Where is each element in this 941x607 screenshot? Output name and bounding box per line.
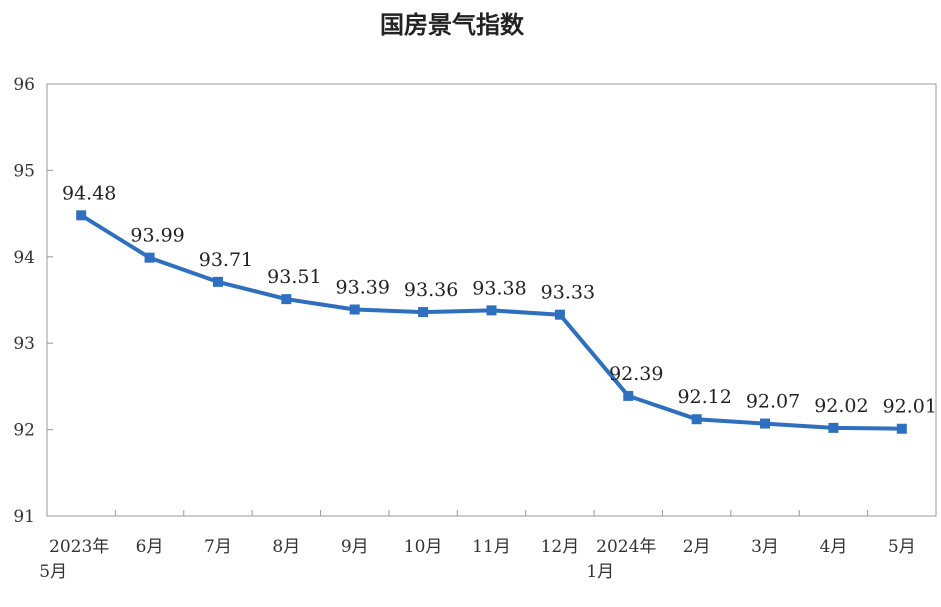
series-markers [76,210,907,434]
y-tick-label: 91 [13,507,35,527]
data-label: 93.36 [404,279,458,301]
data-label: 93.33 [541,282,595,304]
x-tick-label: 4月 [820,537,848,557]
x-tick-label: 11月 [472,537,511,557]
x-tick-label: 10月 [404,537,443,557]
data-point [828,422,839,433]
y-tick-label: 93 [13,334,35,354]
data-label: 92.07 [746,391,800,413]
x-tick-label: 12月 [541,537,580,557]
data-point [896,423,907,434]
data-point [554,309,565,320]
data-point [281,294,292,305]
data-label: 92.39 [609,363,663,385]
data-label: 92.12 [677,386,731,408]
data-point [76,210,87,221]
data-point [349,304,360,315]
plot-frame [46,83,937,517]
data-label: 93.71 [199,249,253,271]
y-tick-label: 94 [13,248,35,268]
y-tick-label: 96 [13,75,35,95]
data-labels: 94.48 93.99 93.71 93.51 93.39 93.36 93.38 93.33… [62,182,937,417]
x-tick-label: 6月 [136,537,164,557]
data-label: 93.51 [267,266,321,288]
data-point [144,252,155,263]
y-tick-label: 92 [13,421,35,441]
x-tick-label: 3月 [751,537,779,557]
x-tick-label: 5月 [888,537,916,557]
data-label: 93.99 [130,225,184,247]
data-point [623,390,634,401]
data-label: 92.02 [814,395,868,417]
x-tick-label: 2月 [683,537,711,557]
x-tick-label: 2023年 5月 [39,537,109,582]
chart-title: 国房景气指数 [380,11,525,39]
data-point [760,418,771,429]
data-point [486,305,497,316]
x-tick-label: 9月 [341,537,369,557]
data-point [418,307,429,318]
x-tick-label: 8月 [272,537,300,557]
x-axis: 2023年 5月 6月 7月 8月 9月 10月 11月 12月 2024年 1月 2月 3月 4月 5月 [39,510,916,582]
data-label: 93.39 [336,277,390,299]
data-point [691,414,702,425]
x-tick-label: 2024年 1月 [586,537,656,582]
data-label: 92.01 [883,396,937,418]
data-label: 94.48 [62,182,116,204]
x-tick-label: 7月 [204,537,232,557]
y-tick-label: 95 [13,161,35,181]
data-point [212,276,223,287]
y-axis: 91 92 93 94 95 96 [13,75,53,527]
data-label: 93.38 [472,277,526,299]
